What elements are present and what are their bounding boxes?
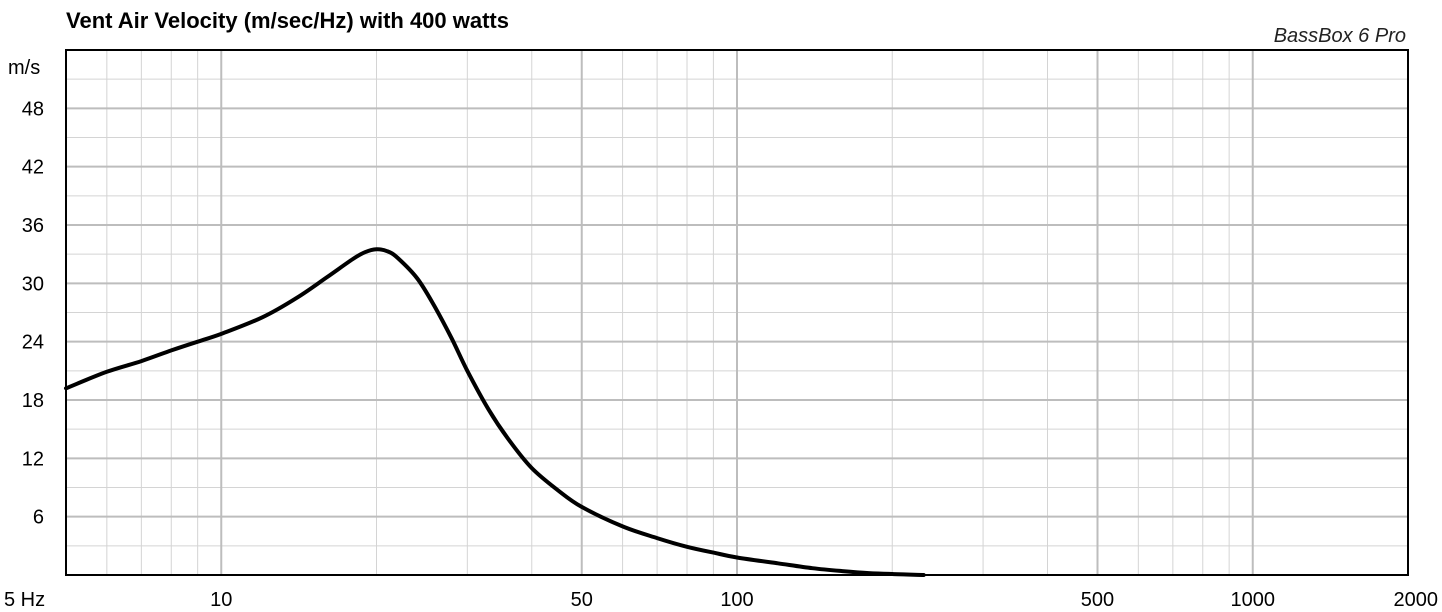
y-tick-label: 30 bbox=[22, 273, 44, 295]
brand-label: BassBox 6 Pro bbox=[1274, 25, 1406, 47]
y-tick-label: 48 bbox=[22, 98, 44, 120]
y-tick-label: 18 bbox=[22, 390, 44, 412]
x-tick-label: 500 bbox=[1081, 589, 1114, 611]
x-tick-label: 10 bbox=[210, 589, 232, 611]
x-tick-labels: 5 Hz 10 50 100 500 1000 2000 bbox=[4, 589, 1438, 611]
y-tick-label: 24 bbox=[22, 332, 44, 354]
y-tick-labels: 6 12 18 24 30 36 42 48 bbox=[22, 98, 44, 528]
chart-title: Vent Air Velocity (m/sec/Hz) with 400 wa… bbox=[66, 8, 509, 33]
y-axis-unit: m/s bbox=[8, 57, 40, 79]
x-tick-label: 2000 bbox=[1394, 589, 1439, 611]
y-tick-label: 6 bbox=[33, 507, 44, 529]
x-tick-label: 5 Hz bbox=[4, 589, 45, 611]
velocity-curve bbox=[64, 247, 926, 577]
x-tick-label: 1000 bbox=[1230, 589, 1275, 611]
y-tick-label: 36 bbox=[22, 215, 44, 237]
x-tick-label: 100 bbox=[720, 589, 753, 611]
y-tick-label: 12 bbox=[22, 448, 44, 470]
x-tick-label: 50 bbox=[571, 589, 593, 611]
plot-frame bbox=[65, 49, 1409, 576]
y-tick-label: 42 bbox=[22, 157, 44, 179]
major-gridlines bbox=[65, 50, 1409, 575]
series-layer bbox=[64, 247, 926, 577]
